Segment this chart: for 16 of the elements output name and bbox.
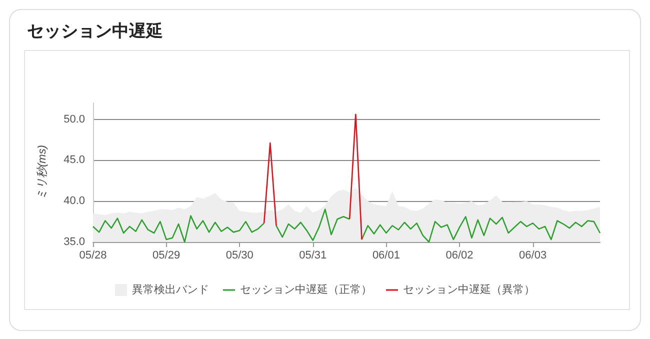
x-tick-label: 06/02: [446, 250, 474, 262]
y-tick-label: 50.0: [64, 113, 85, 126]
x-tick-label: 05/29: [152, 250, 180, 262]
legend-label: セッション中遅延（異常）: [403, 283, 535, 296]
legend-label: セッション中遅延（正常）: [240, 283, 372, 296]
y-tick-label: 45.0: [64, 154, 85, 166]
x-tick-label: 05/28: [79, 250, 107, 262]
y-tick-label: 35.0: [64, 236, 85, 248]
y-tick-label: 40.0: [64, 195, 85, 208]
chart-title: セッション中遅延: [27, 22, 163, 42]
x-tick-label: 06/03: [519, 250, 547, 262]
x-tick-label: 05/31: [299, 250, 327, 262]
x-tick-label: 05/30: [226, 250, 254, 262]
y-axis-title: ミリ秒(ms): [36, 144, 48, 200]
x-tick-label: 06/01: [372, 250, 400, 262]
legend-label: 異常検出バンド: [132, 283, 209, 296]
